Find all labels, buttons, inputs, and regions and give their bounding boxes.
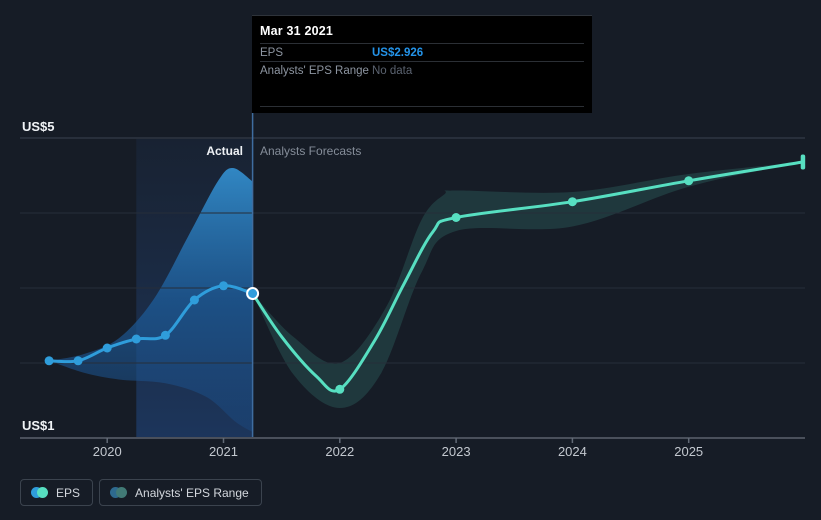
tooltip-divider-line	[260, 106, 584, 107]
y-axis-max-label: US$5	[22, 119, 55, 134]
forecast-point[interactable]	[335, 384, 345, 394]
eps-point[interactable]	[131, 334, 141, 344]
grid-lines	[20, 137, 805, 439]
x-axis-label: 2023	[441, 444, 471, 459]
range-blue-dot-icon	[110, 487, 122, 498]
forecast-points[interactable]	[335, 176, 694, 394]
actual-eps-area	[49, 168, 253, 432]
forecast-point[interactable]	[684, 176, 694, 186]
forecast-line	[251, 160, 805, 393]
axis-ticks	[106, 438, 690, 443]
eps-point[interactable]	[219, 281, 228, 291]
tooltip: Mar 31 2021 EPS US$2.926 Analysts' EPS R…	[252, 15, 592, 113]
legend-eps-label: EPS	[56, 485, 81, 500]
legend-range-label: Analysts' EPS Range	[135, 485, 249, 500]
eps-points[interactable]	[44, 281, 228, 366]
range-series-icon	[110, 487, 128, 498]
x-axis-label: 2020	[92, 444, 122, 459]
active-point[interactable]	[246, 287, 260, 300]
x-axis-label: 2024	[557, 444, 587, 459]
legend-range-button[interactable]: Analysts' EPS Range	[99, 479, 262, 506]
tooltip-eps-label: EPS	[260, 46, 284, 59]
forecast-phase-label: Analysts Forecasts	[260, 144, 362, 158]
eps-point[interactable]	[189, 295, 199, 305]
legend: EPS Analysts' EPS Range	[20, 479, 262, 506]
eps-point[interactable]	[160, 330, 170, 340]
x-axis-label: 2021	[209, 444, 238, 459]
eps-blue-dot-icon	[31, 487, 42, 498]
eps-point[interactable]	[73, 356, 83, 366]
analysts-eps-range-band	[252, 162, 803, 408]
eps-series-icon	[31, 487, 48, 498]
eps-point[interactable]	[102, 343, 112, 353]
tooltip-range-label: Analysts' EPS Range	[260, 64, 369, 77]
forecast-end-cap	[800, 154, 806, 170]
x-axis-label: 2022	[325, 444, 355, 459]
tooltip-date: Mar 31 2021	[260, 16, 584, 44]
tooltip-range-row: Analysts' EPS Range No data	[260, 62, 584, 79]
forecast-point[interactable]	[451, 213, 461, 222]
actual-phase-label: Actual	[206, 144, 243, 158]
eps-point[interactable]	[44, 356, 54, 366]
tooltip-eps-row: EPS US$2.926	[260, 44, 584, 62]
forecast-point[interactable]	[567, 197, 577, 207]
tooltip-eps-value: US$2.926	[372, 46, 424, 59]
eps-teal-dot-icon	[37, 487, 48, 498]
tooltip-range-value: No data	[372, 64, 413, 77]
y-axis-min-label: US$1	[22, 418, 55, 433]
x-axis-label: 2025	[674, 444, 704, 459]
range-teal-dot-icon	[116, 487, 128, 498]
legend-eps-button[interactable]: EPS	[20, 479, 94, 506]
